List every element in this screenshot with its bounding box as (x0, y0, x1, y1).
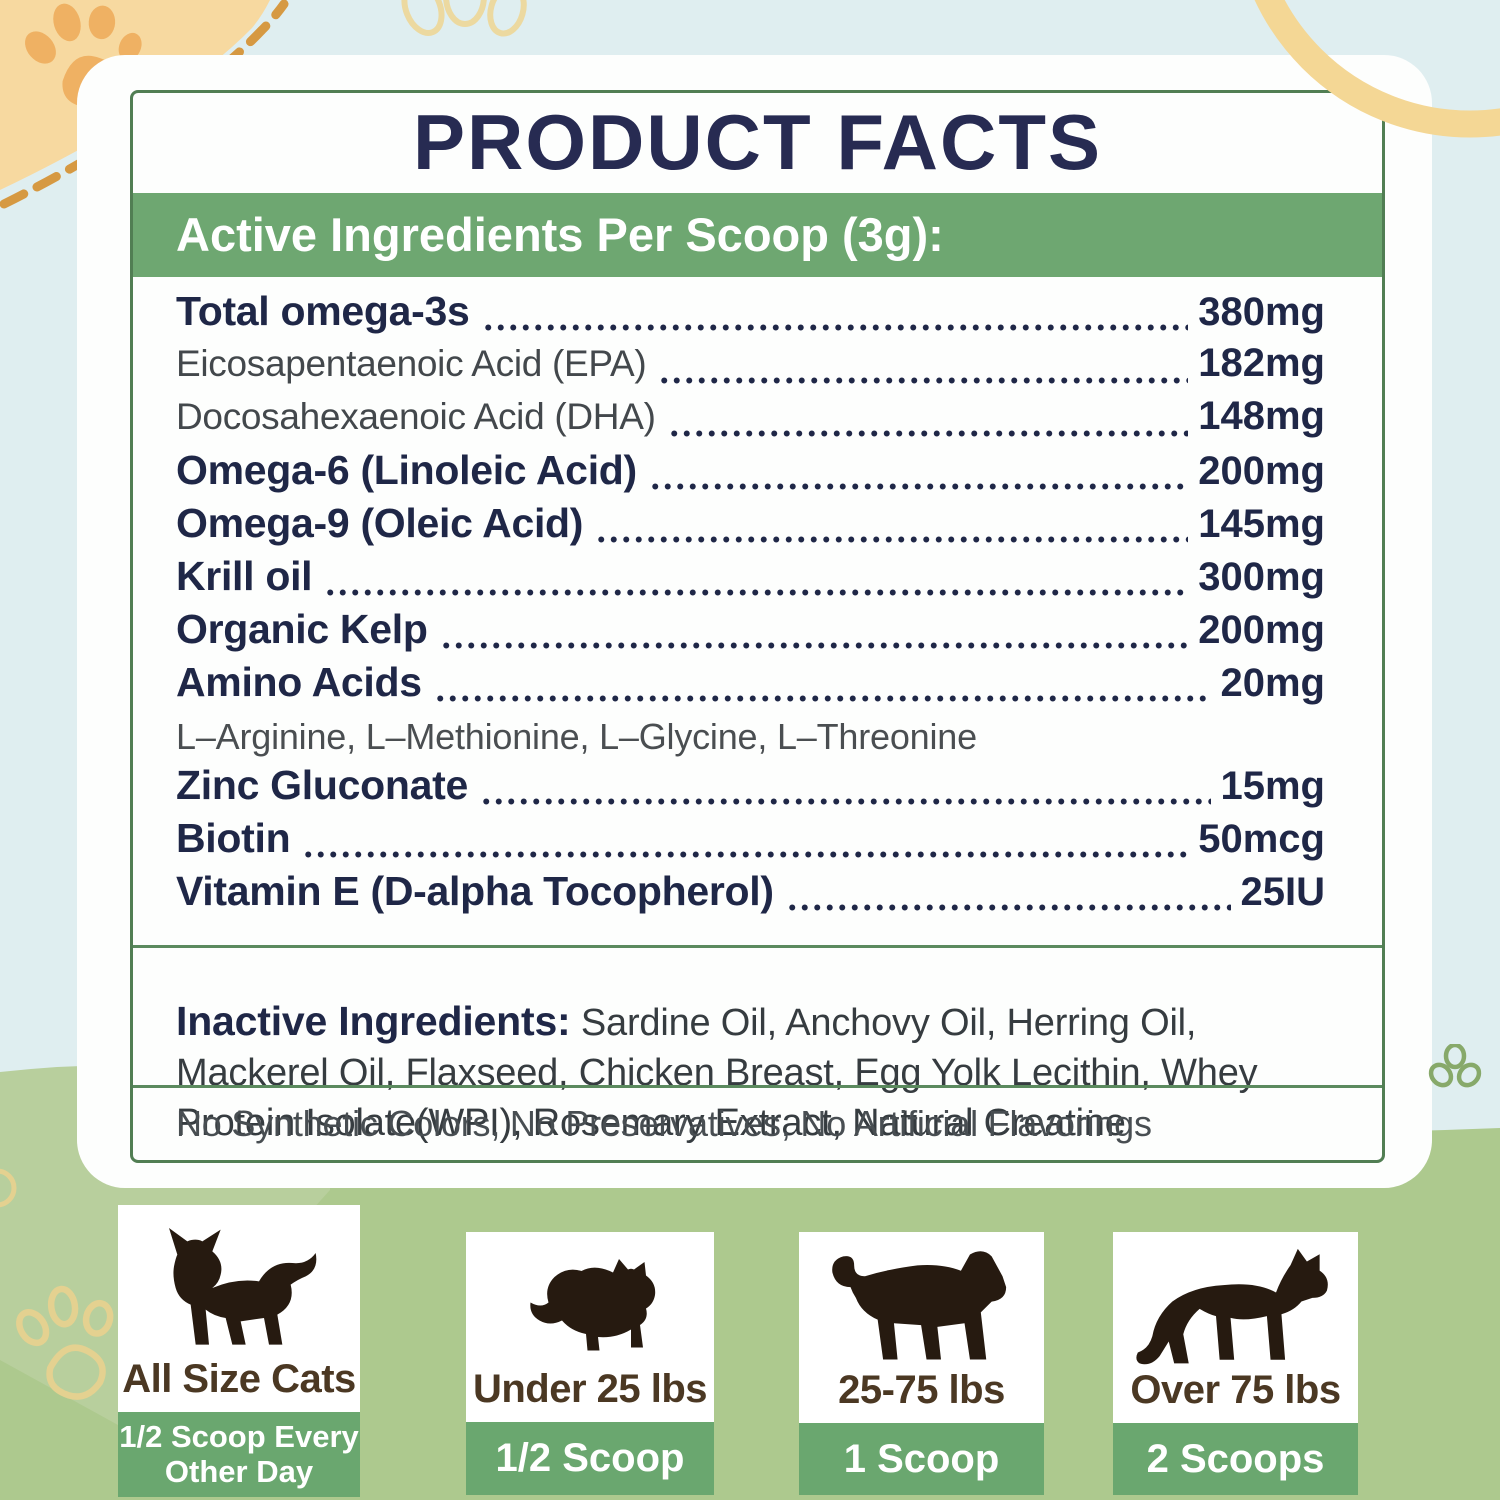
dosage-card-cats: All Size Cats 1/2 Scoop Every Other Day (118, 1205, 360, 1497)
leader-dots (302, 850, 1189, 859)
ingredient-row: Biotin 50mcg (176, 815, 1325, 868)
ingredient-value: 20mg (1220, 661, 1326, 705)
ingredient-label: Omega-6 (Linoleic Acid) (176, 447, 637, 493)
inactive-ingredients-heading: Inactive Ingredients: (176, 998, 571, 1044)
amino-acids-note: L–Arginine, L–Methionine, L–Glycine, L–T… (176, 716, 977, 757)
ingredient-row: Omega-6 (Linoleic Acid) 200mg (176, 447, 1325, 500)
medium-dog-icon (799, 1232, 1044, 1368)
dose-line: 1/2 Scoop (495, 1436, 685, 1481)
leader-dots (785, 903, 1231, 912)
ingredient-value: 182mg (1198, 341, 1325, 385)
dosage-card-title: Under 25 lbs (472, 1367, 708, 1411)
ingredient-value: 50mcg (1198, 817, 1325, 861)
leader-dots (667, 429, 1189, 438)
ingredient-label: Organic Kelp (176, 606, 428, 652)
dosage-card-large-dogs: Over 75 lbs 2 Scoops (1113, 1232, 1358, 1495)
circle-outline-icon (0, 1168, 17, 1208)
ingredient-label: Omega-9 (Oleic Acid) (176, 500, 584, 546)
leader-dots (433, 694, 1211, 703)
leader-dots (439, 641, 1189, 650)
ingredient-row: Eicosapentaenoic Acid (EPA) 182mg (176, 341, 1325, 394)
dosage-amount: 1/2 Scoop Every Other Day (118, 1412, 360, 1497)
leader-dots (595, 535, 1189, 544)
ingredient-label: Docosahexaenoic Acid (DHA) (176, 396, 656, 437)
ingredient-value: 145mg (1198, 502, 1325, 546)
ingredient-value: 25IU (1240, 870, 1326, 914)
ingredient-row: Amino Acids 20mg (176, 659, 1325, 712)
dosage-card-title: 25-75 lbs (838, 1368, 1005, 1412)
section-divider (133, 945, 1382, 948)
large-dog-icon (1113, 1232, 1358, 1368)
ingredient-value: 300mg (1198, 555, 1325, 599)
dose-line: 2 Scoops (1146, 1436, 1325, 1481)
dosage-amount: 1 Scoop (799, 1423, 1044, 1495)
dosage-card-small-dogs: Under 25 lbs 1/2 Scoop (466, 1232, 714, 1495)
ingredient-value: 148mg (1198, 394, 1325, 438)
ingredient-row: Organic Kelp 200mg (176, 606, 1325, 659)
ingredient-row: Vitamin E (D-alpha Tocopherol) 25IU (176, 868, 1325, 921)
leader-dots (658, 376, 1189, 385)
active-ingredients-banner: Active Ingredients Per Scoop (3g): (133, 193, 1382, 277)
ingredient-value: 380mg (1198, 290, 1325, 334)
leader-dots (648, 482, 1189, 491)
dose-line: 1/2 Scoop Every (119, 1418, 359, 1454)
dose-line: 1 Scoop (843, 1436, 1000, 1481)
ingredient-row: Krill oil 300mg (176, 553, 1325, 606)
clover-outline-icon (1428, 1044, 1482, 1088)
ingredient-label: Eicosapentaenoic Acid (EPA) (176, 343, 647, 384)
leader-dots (479, 797, 1211, 806)
ingredient-row: Zinc Gluconate 15mg (176, 762, 1325, 815)
cat-icon (118, 1205, 360, 1357)
ingredient-row: Total omega-3s 380mg (176, 288, 1325, 341)
small-dog-icon (466, 1232, 714, 1367)
ingredient-label: Krill oil (176, 553, 313, 599)
ingredient-label: Amino Acids (176, 659, 422, 705)
ingredient-value: 200mg (1198, 449, 1325, 493)
ingredient-label: Vitamin E (D-alpha Tocopherol) (176, 868, 774, 914)
ingredient-label: Zinc Gluconate (176, 762, 468, 808)
dosage-amount: 1/2 Scoop (466, 1422, 714, 1495)
paw-toes-outline-icon (401, 0, 527, 37)
dosage-card-title: All Size Cats (122, 1357, 356, 1401)
ingredient-label: Biotin (176, 815, 291, 861)
leader-dots (481, 323, 1189, 332)
ingredient-value: 15mg (1220, 764, 1326, 808)
ingredient-list: Total omega-3s 380mg Eicosapentaenoic Ac… (176, 288, 1325, 921)
section-divider (133, 1085, 1382, 1088)
page-title: PRODUCT FACTS (413, 98, 1102, 186)
no-additives-note: No Synthetic Colors, No Preservatives, N… (176, 1103, 1152, 1144)
ingredient-label: Total omega-3s (176, 288, 470, 334)
ingredient-row: Omega-9 (Oleic Acid) 145mg (176, 500, 1325, 553)
dose-line: Other Day (164, 1453, 314, 1489)
ingredient-row: Docosahexaenoic Acid (DHA) 148mg (176, 394, 1325, 447)
dosage-card-medium-dogs: 25-75 lbs 1 Scoop (799, 1232, 1044, 1495)
leader-dots (324, 588, 1189, 597)
dosage-amount: 2 Scoops (1113, 1423, 1358, 1495)
product-facts-card: PRODUCT FACTS Active Ingredients Per Sco… (77, 55, 1432, 1188)
ingredient-value: 200mg (1198, 608, 1325, 652)
facts-panel: PRODUCT FACTS Active Ingredients Per Sco… (130, 90, 1385, 1163)
dosage-card-title: Over 75 lbs (1130, 1368, 1341, 1412)
